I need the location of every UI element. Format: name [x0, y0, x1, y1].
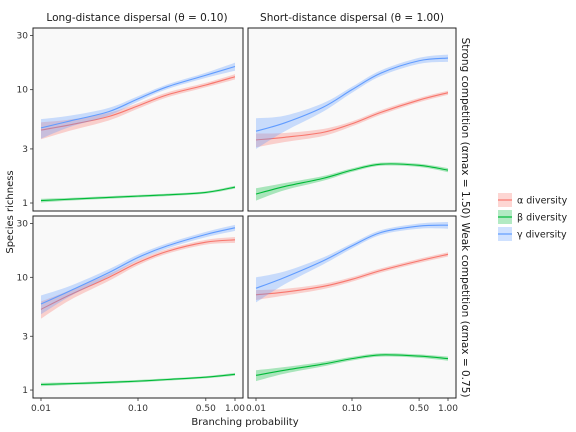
panel-1-1: 0.01 0.10 0.50 1.00: [246, 215, 458, 414]
ci-band-alpha: [256, 90, 448, 148]
series-line-beta: [255, 354, 449, 376]
series-line-beta: [40, 186, 236, 202]
y-tick-label: 3: [22, 332, 28, 342]
ci-band-gamma: [41, 62, 235, 139]
legend-label: γ diversity: [517, 230, 567, 241]
series-line-alpha: [40, 239, 236, 310]
series-line-alpha: [40, 76, 236, 131]
legend-item-alpha: α diversity: [498, 193, 568, 207]
series-line-alpha: [255, 253, 449, 296]
x-tick-label: 0.01: [31, 404, 51, 414]
y-axis-title: Species richness: [5, 170, 16, 253]
x-tick-label: 0.01: [246, 404, 266, 414]
col-strip-short: Short-distance dispersal (θ = 1.00): [260, 12, 444, 24]
y-tick-label: 1: [22, 199, 28, 209]
x-tick-label: 0.50: [196, 404, 216, 414]
x-tick-label: 0.10: [128, 404, 148, 414]
series-line-beta: [255, 163, 449, 195]
x-axis-title: Branching probability: [191, 417, 298, 428]
x-tick-label: 1.00: [225, 404, 245, 414]
panel-background: [247, 27, 457, 212]
panel-background: [32, 27, 244, 212]
series-line-gamma: [40, 227, 236, 305]
ci-band-alpha: [256, 252, 448, 300]
series-line-gamma: [40, 66, 236, 129]
y-tick-label: 1: [22, 386, 28, 396]
legend-item-beta: β diversity: [498, 210, 567, 224]
series-line-alpha: [255, 92, 449, 141]
x-tick-label: 1.00: [438, 404, 458, 414]
y-tick-label: 30: [17, 220, 29, 230]
x-tick-label: 0.50: [409, 404, 429, 414]
legend-label: β diversity: [517, 213, 567, 224]
row-strip-weak: Weak competition (αmax = 0.75): [459, 223, 471, 398]
panel-0-1: [247, 27, 457, 212]
panel-background: [32, 215, 244, 399]
y-tick-label: 30: [17, 32, 29, 42]
ci-band-gamma: [41, 224, 235, 315]
row-strip-strong: Strong competition (αmax = 1.50): [459, 38, 471, 219]
ci-band-alpha: [41, 74, 235, 140]
legend: α diversity β diversity γ diversity: [498, 193, 568, 241]
panel-1-0: 1 3 10 30 0.01 0.10 0.50 1.00: [17, 215, 245, 414]
x-tick-label: 0.10: [342, 404, 362, 414]
panel-0-0: 1 3 10 30: [17, 27, 244, 212]
y-tick-label: 3: [22, 145, 28, 155]
series-line-beta: [40, 373, 236, 386]
series-line-gamma: [255, 57, 449, 132]
series-line-gamma: [255, 224, 449, 289]
y-tick-label: 10: [17, 86, 29, 96]
y-tick-label: 10: [17, 273, 29, 283]
col-strip-long: Long-distance dispersal (θ = 0.10): [46, 12, 227, 24]
legend-label: α diversity: [517, 196, 568, 207]
legend-item-gamma: γ diversity: [498, 227, 567, 241]
